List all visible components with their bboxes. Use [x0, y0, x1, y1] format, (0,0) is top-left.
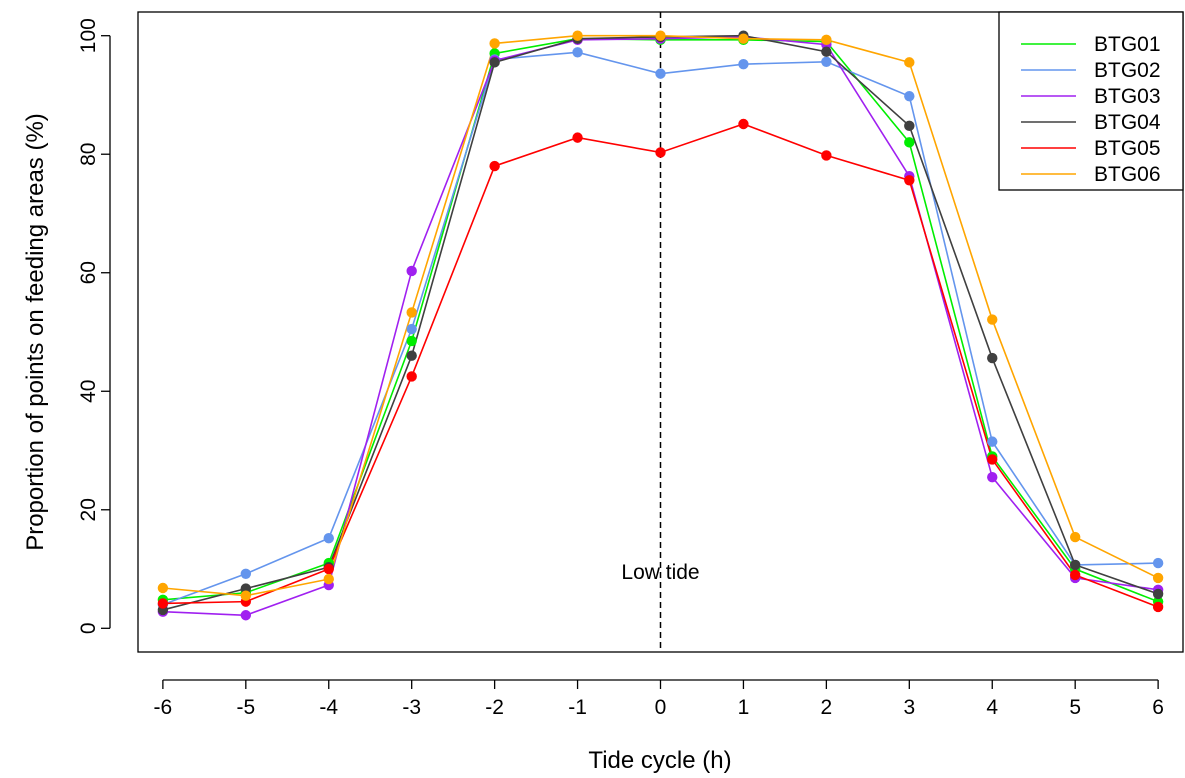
- legend-label-btg01: BTG01: [1094, 33, 1161, 56]
- data-point-btg04: [821, 46, 832, 57]
- y-axis: 0 20 40 60 80 100: [77, 18, 111, 634]
- y-axis-title: Proportion of points on feeding areas (%…: [22, 113, 49, 551]
- data-point-btg06: [987, 314, 998, 325]
- data-point-btg02: [904, 90, 915, 102]
- x-tick-label: 1: [738, 696, 750, 719]
- x-tick-label: -6: [154, 696, 173, 719]
- legend-label-btg03: BTG03: [1094, 85, 1161, 108]
- x-axis-title: Tide cycle (h): [588, 747, 731, 774]
- data-point-btg04: [1069, 559, 1081, 571]
- legend-label-btg04: BTG04: [1094, 111, 1161, 134]
- data-point-btg04: [987, 352, 998, 364]
- data-point-btg06: [655, 30, 666, 41]
- y-tick-label: 100: [77, 18, 100, 53]
- data-point-btg05: [655, 147, 666, 158]
- data-point-btg06: [157, 582, 169, 594]
- data-point-btg02: [240, 568, 252, 579]
- data-point-btg01: [406, 335, 417, 347]
- data-point-btg05: [1152, 601, 1164, 613]
- data-point-btg05: [821, 150, 832, 161]
- x-tick-label: 3: [903, 696, 915, 719]
- x-tick-label: 2: [821, 696, 833, 719]
- data-point-btg06: [489, 38, 500, 49]
- x-tick-label: 0: [655, 696, 667, 719]
- data-point-btg06: [1069, 531, 1081, 543]
- data-point-btg02: [821, 56, 832, 67]
- data-point-btg02: [987, 436, 998, 447]
- low-tide-annotation: Low tide: [621, 561, 699, 584]
- x-tick-label: -4: [319, 696, 338, 719]
- data-point-btg04: [1152, 588, 1164, 600]
- data-point-btg02: [738, 58, 749, 70]
- data-point-btg05: [572, 132, 583, 143]
- y-tick-label: 40: [77, 380, 100, 403]
- data-point-btg06: [821, 34, 832, 46]
- data-point-btg04: [904, 120, 915, 131]
- x-tick-label: 6: [1152, 696, 1164, 719]
- series-layer: [157, 30, 1164, 621]
- x-tick-label: -2: [485, 696, 504, 719]
- data-point-btg02: [1152, 557, 1164, 569]
- data-point-btg06: [406, 307, 417, 318]
- data-point-btg06: [240, 590, 252, 601]
- data-point-btg05: [489, 160, 500, 172]
- data-point-btg06: [904, 57, 915, 68]
- data-point-btg06: [323, 573, 334, 585]
- x-axis: -6 -5 -4 -3 -2 -1 0 1 2 3 4 5 6: [154, 679, 1164, 719]
- legend-label-btg06: BTG06: [1094, 163, 1161, 186]
- data-point-btg02: [572, 47, 583, 58]
- x-tick-label: 4: [986, 696, 998, 719]
- data-point-btg05: [904, 175, 915, 186]
- y-tick-label: 60: [77, 261, 100, 284]
- y-tick-label: 0: [77, 622, 100, 634]
- data-point-btg02: [406, 323, 417, 335]
- data-point-btg02: [323, 533, 334, 544]
- data-point-btg06: [572, 30, 583, 41]
- data-point-btg05: [157, 598, 169, 609]
- y-tick-label: 20: [77, 498, 100, 521]
- data-point-btg02: [655, 68, 666, 79]
- y-tick-label: 80: [77, 143, 100, 166]
- legend-label-btg05: BTG05: [1094, 137, 1161, 160]
- legend: BTG01 BTG02 BTG03 BTG04 BTG05 BTG06: [998, 11, 1184, 191]
- data-point-btg04: [489, 57, 500, 68]
- data-point-btg06: [738, 33, 749, 44]
- data-point-btg03: [406, 265, 417, 277]
- data-point-btg05: [987, 454, 998, 465]
- data-point-btg01: [904, 137, 915, 148]
- data-point-btg03: [987, 471, 998, 483]
- data-point-btg04: [406, 350, 417, 361]
- legend-box: [998, 11, 1184, 191]
- x-tick-label: -5: [236, 696, 255, 719]
- data-point-btg05: [406, 371, 417, 382]
- data-point-btg04: [240, 583, 252, 594]
- legend-label-btg02: BTG02: [1094, 59, 1161, 82]
- data-point-btg05: [1069, 569, 1081, 581]
- data-point-btg03: [240, 610, 252, 621]
- data-point-btg06: [1152, 572, 1164, 584]
- data-point-btg05: [738, 118, 749, 130]
- x-tick-label: -3: [402, 696, 421, 719]
- x-tick-label: -1: [568, 696, 587, 719]
- x-tick-label: 5: [1069, 696, 1081, 719]
- data-point-btg05: [323, 563, 334, 575]
